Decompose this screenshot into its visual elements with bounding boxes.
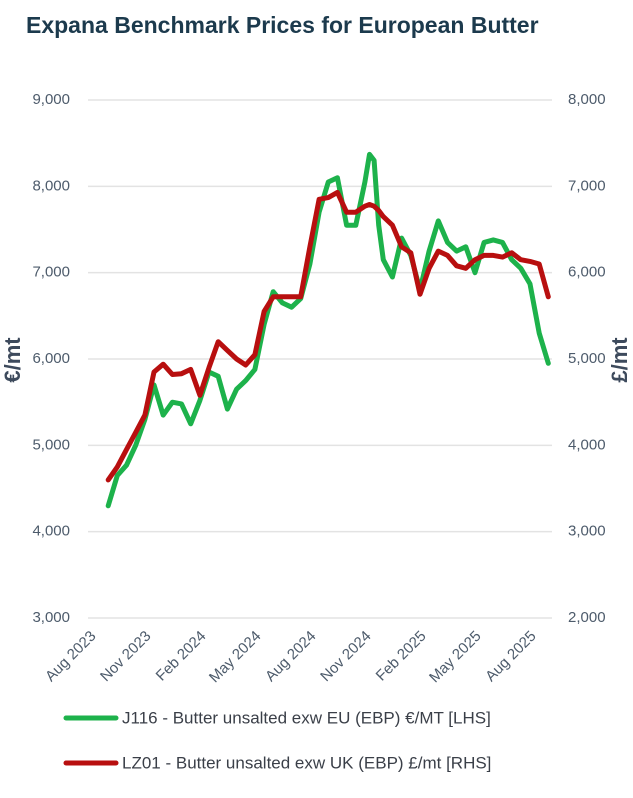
y2-tick-label: 7,000 — [568, 177, 606, 194]
y2-tick-label: 8,000 — [568, 91, 606, 108]
legend-label: LZ01 - Butter unsalted exw UK (EBP) £/mt… — [122, 753, 491, 772]
x-tick-label: Nov 2023 — [97, 628, 154, 685]
y2-tick-label: 6,000 — [568, 264, 606, 281]
x-tick-label: Nov 2024 — [317, 628, 374, 685]
y2-tick-label: 5,000 — [568, 350, 606, 367]
x-tick-label: Feb 2024 — [153, 628, 210, 685]
y-tick-label: 6,000 — [32, 350, 70, 367]
y-tick-label: 5,000 — [32, 436, 70, 453]
y2-tick-label: 3,000 — [568, 523, 606, 540]
y2-tick-label: 2,000 — [568, 609, 606, 626]
y-tick-label: 3,000 — [32, 609, 70, 626]
series-line — [105, 189, 551, 483]
y-tick-label: 7,000 — [32, 264, 70, 281]
y-tick-label: 9,000 — [32, 91, 70, 108]
y2-axis-title: £/mt — [607, 337, 632, 383]
y-tick-label: 4,000 — [32, 523, 70, 540]
x-tick-label: May 2025 — [426, 628, 485, 687]
x-tick-label: Aug 2024 — [262, 628, 319, 685]
x-tick-label: Feb 2025 — [373, 628, 430, 685]
legend-label: J116 - Butter unsalted exw EU (EBP) €/MT… — [122, 708, 491, 727]
y2-tick-label: 4,000 — [568, 436, 606, 453]
x-tick-label: May 2024 — [206, 628, 265, 687]
series-line — [105, 151, 551, 509]
chart-title: Expana Benchmark Prices for European But… — [26, 12, 539, 38]
y-axis-title: €/mt — [0, 337, 25, 383]
y-tick-label: 8,000 — [32, 177, 70, 194]
x-tick-label: Aug 2025 — [482, 628, 539, 685]
x-tick-label: Aug 2023 — [42, 628, 99, 685]
